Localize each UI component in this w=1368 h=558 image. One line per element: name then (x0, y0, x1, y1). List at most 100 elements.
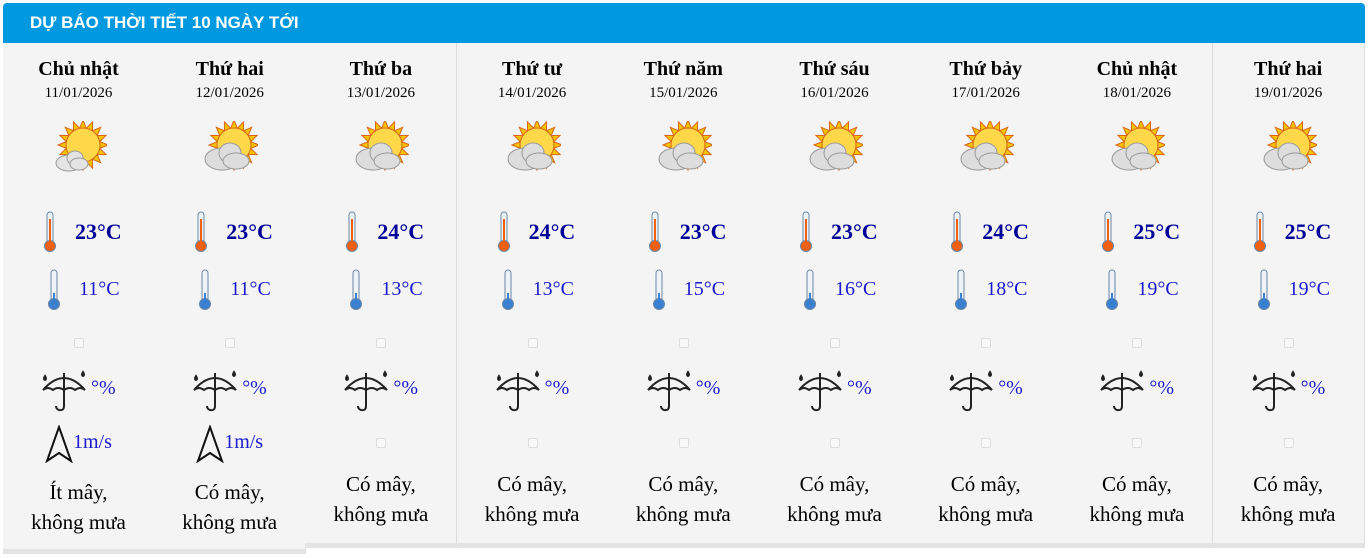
weather-desc-line1: Có mây, (799, 472, 870, 496)
day-column: Thứ hai 12/01/2026 23°C 11°C °% 1m/s Có … (154, 43, 307, 554)
placeholder-image (678, 338, 689, 348)
min-temp: 13°C (532, 278, 574, 300)
weather-desc-line1: Có mây, (497, 472, 567, 496)
wind-direction-icon (45, 423, 73, 464)
wind-direction-icon (196, 423, 225, 464)
day-date: 11/01/2026 (44, 85, 113, 101)
day-date: 13/01/2026 (346, 85, 416, 101)
weather-desc-line1: Có mây, (950, 472, 1021, 496)
day-name: Thứ sáu (799, 58, 870, 80)
max-temp: 25°C (1133, 219, 1181, 244)
wind-placeholder-image (981, 438, 992, 448)
weather-desc-line2: không mưa (31, 510, 126, 534)
cloud-sun-icon (1261, 118, 1319, 177)
day-name: Thứ tư (502, 58, 563, 80)
wind-placeholder-image (527, 438, 538, 448)
thermometer-cold-icon (501, 269, 515, 311)
max-temp: 23°C (679, 219, 727, 244)
thermometer-hot-icon (799, 211, 813, 253)
weather-desc-line2: không mưa (938, 502, 1034, 526)
day-column: Thứ sáu 16/01/2026 23°C 16°C °% Có mây, … (759, 43, 911, 548)
cloud-sun-icon (807, 118, 866, 177)
weather-desc-line2: không mưa (333, 502, 429, 526)
cloud-sun-icon (202, 118, 261, 177)
thermometer-hot-icon (648, 211, 662, 253)
day-date: 17/01/2026 (951, 85, 1020, 101)
thermometer-hot-icon (497, 211, 511, 253)
rain-chance: °% (695, 377, 721, 399)
day-column: Thứ ba 13/01/2026 24°C 13°C °% Có mây, k… (305, 43, 458, 548)
min-temp: 18°C (986, 278, 1028, 300)
day-name: Thứ bảy (949, 58, 1022, 80)
wind-placeholder-image (678, 438, 689, 448)
day-date: 14/01/2026 (497, 85, 567, 101)
forecast-title: DỰ BÁO THỜI TIẾT 10 NGÀY TỚI (30, 13, 299, 32)
thermometer-hot-icon (1253, 211, 1267, 253)
max-temp: 24°C (982, 219, 1029, 244)
umbrella-icon (493, 368, 543, 413)
wind-speed: 1m/s (73, 431, 112, 453)
min-temp: 19°C (1288, 278, 1330, 300)
max-temp: 24°C (377, 219, 425, 244)
day-name: Thứ hai (195, 58, 264, 80)
max-temp: 25°C (1284, 219, 1332, 244)
placeholder-image (527, 338, 538, 348)
day-column: Thứ tư 14/01/2026 24°C 13°C °% Có mây, k… (456, 43, 609, 548)
placeholder-image (1283, 338, 1294, 348)
weather-desc-line2: không mưa (1089, 502, 1185, 526)
weather-desc-line2: không mưa (787, 502, 882, 526)
thermometer-hot-icon (1101, 211, 1115, 253)
umbrella-icon (946, 368, 996, 413)
weather-desc-line1: Có mây, (1101, 472, 1172, 496)
rain-chance: °% (998, 377, 1023, 399)
weather-desc-line1: Có mây, (194, 480, 265, 504)
forecast-row: Chủ nhật 11/01/2026 23°C 11°C °% 1m/s Ít… (3, 43, 1365, 554)
thermometer-hot-icon (345, 211, 359, 253)
day-column: Chủ nhật 11/01/2026 23°C 11°C °% 1m/s Ít… (3, 43, 155, 554)
min-temp: 19°C (1137, 278, 1179, 300)
umbrella-icon (190, 368, 240, 413)
weather-desc-line1: Có mây, (1253, 472, 1323, 496)
day-column: Chủ nhật 18/01/2026 25°C 19°C °% Có mây,… (1061, 43, 1214, 548)
thermometer-cold-icon (954, 269, 968, 311)
placeholder-image (74, 338, 84, 348)
thermometer-cold-icon (198, 269, 212, 311)
weather-desc-line1: Ít mây, (49, 480, 108, 504)
rain-chance: °% (393, 377, 419, 399)
wind-placeholder-image (376, 438, 387, 448)
forecast-header: DỰ BÁO THỜI TIẾT 10 NGÀY TỚI (3, 3, 1365, 43)
max-temp: 23°C (226, 219, 273, 244)
rain-chance: °% (1149, 377, 1175, 399)
day-column: Thứ năm 15/01/2026 23°C 15°C °% Có mây, … (607, 43, 760, 548)
weather-desc-line2: không mưa (484, 502, 580, 526)
day-column: Thứ bảy 17/01/2026 24°C 18°C °% Có mây, … (910, 43, 1063, 548)
weather-desc-line2: không mưa (182, 510, 278, 534)
cloud-sun-icon (505, 118, 563, 177)
thermometer-hot-icon (194, 211, 208, 253)
max-temp: 23°C (75, 219, 122, 244)
day-date: 18/01/2026 (1102, 85, 1172, 101)
day-name: Chủ nhật (38, 58, 119, 80)
day-name: Thứ năm (643, 58, 723, 80)
day-date: 19/01/2026 (1253, 85, 1323, 101)
weather-desc-line1: Có mây, (648, 472, 719, 496)
thermometer-cold-icon (1257, 269, 1271, 311)
day-date: 16/01/2026 (800, 85, 869, 101)
cloud-sun-icon (1109, 118, 1168, 177)
min-temp: 15°C (683, 278, 726, 300)
rain-chance: °% (242, 377, 267, 399)
day-date: 15/01/2026 (649, 85, 718, 101)
umbrella-icon (644, 368, 694, 413)
thermometer-hot-icon (950, 211, 964, 253)
day-date: 12/01/2026 (195, 85, 264, 101)
wind-speed: 1m/s (224, 431, 264, 453)
cloud-sun-icon (958, 118, 1017, 177)
weather-desc-line1: Có mây, (345, 472, 416, 496)
placeholder-image (225, 338, 236, 348)
thermometer-cold-icon (803, 269, 817, 311)
cloud-sun-icon (656, 118, 715, 177)
min-temp: 16°C (835, 278, 877, 300)
max-temp: 24°C (528, 219, 576, 244)
thermometer-cold-icon (652, 269, 666, 311)
wind-placeholder-image (1283, 438, 1294, 448)
